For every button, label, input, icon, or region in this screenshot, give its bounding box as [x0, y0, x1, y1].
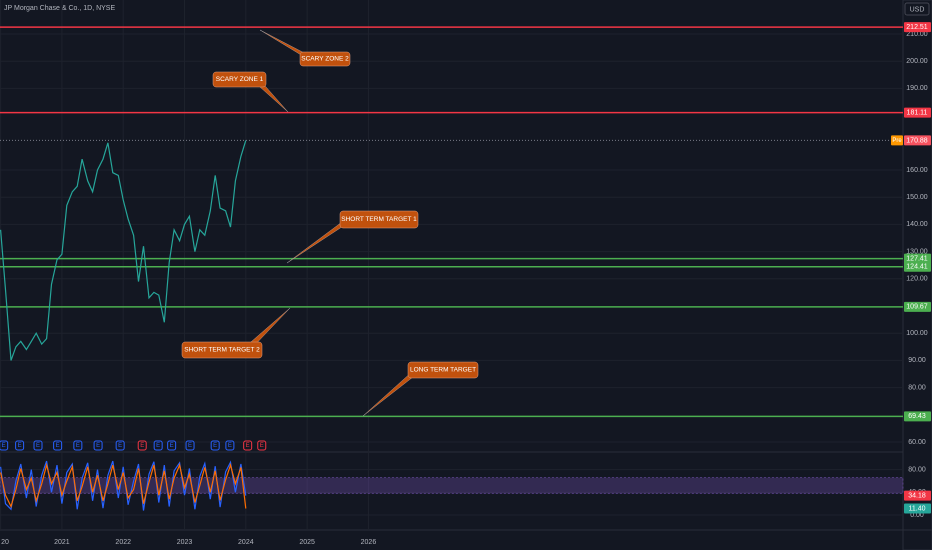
y-tick-label: 200.00: [906, 58, 928, 65]
callout-box: [212, 71, 267, 88]
earnings-label: E: [56, 443, 60, 449]
level-tag-label: 127.41: [906, 255, 928, 262]
price-axis-panel: [902, 0, 932, 550]
y-tick-label: 150.00: [906, 194, 928, 201]
earnings-label: E: [246, 443, 250, 449]
earnings-marker: [33, 440, 43, 451]
y-tick-label: 60.00: [908, 439, 926, 446]
y-tick-label: 210.00: [906, 31, 928, 38]
x-tick-label: 2025: [299, 539, 315, 546]
y-tick-label: 190.00: [906, 85, 928, 92]
currency[interactable]: USD: [910, 6, 925, 13]
earnings-label: E: [36, 443, 40, 449]
currency-box[interactable]: [904, 2, 930, 16]
earnings-label: E: [118, 443, 122, 449]
level-tag: [904, 261, 931, 272]
symbol-title: JP Morgan Chase & Co., 1D, NYSE: [4, 5, 115, 12]
earnings-label: E: [260, 443, 264, 449]
level-tag: [904, 253, 931, 264]
value-tag-label: 34.18: [908, 492, 926, 499]
series-line: [0, 462, 247, 509]
earnings-label: E: [96, 443, 100, 449]
value-tag: [904, 503, 931, 514]
earnings-marker: [93, 440, 103, 451]
x-tick-label: 2023: [177, 539, 193, 546]
y-tick-label: 140.00: [906, 221, 928, 228]
earnings-marker: [225, 440, 235, 451]
earnings-marker: [185, 440, 195, 451]
level-tag-label: 212.51: [906, 24, 928, 31]
earnings-marker: [0, 440, 9, 451]
value-tag-label: 11.40: [909, 505, 926, 512]
callout-text: SHORT TERM TARGET 2: [184, 347, 260, 354]
callout-text: SCARY ZONE 1: [216, 76, 264, 83]
x-tick-label: 20: [1, 539, 9, 546]
level-tag: [904, 107, 931, 118]
earnings-label: E: [188, 443, 192, 449]
level-tag-label: 69.43: [908, 413, 926, 420]
x-tick-label: 2026: [361, 539, 377, 546]
series-line: [0, 140, 247, 361]
level-tag: [904, 22, 931, 33]
y-tick-label: 100.00: [906, 330, 928, 337]
x-tick-label: 2021: [54, 539, 70, 546]
value-tag: [904, 490, 931, 501]
earnings-label: E: [228, 443, 232, 449]
earnings-marker: [73, 440, 83, 451]
earnings-marker: [15, 440, 25, 451]
earnings-label: E: [170, 443, 174, 449]
x-tick-label: 2022: [115, 539, 131, 546]
pre-tag-label: Pre: [892, 138, 902, 144]
y-tick-label: 90.00: [908, 357, 926, 364]
callout-text: LONG TERM TARGET: [410, 367, 476, 374]
earnings-label: E: [18, 443, 22, 449]
callout-text: SCARY ZONE 2: [301, 56, 349, 63]
earnings-marker: [243, 440, 253, 451]
y-tick-label: 160.00: [906, 167, 928, 174]
y-tick-label: 0.00: [910, 512, 924, 519]
earnings-marker: [137, 440, 147, 451]
y-tick-label: 80.00: [908, 466, 926, 473]
earnings-marker: [257, 440, 267, 451]
earnings-marker: [115, 440, 125, 451]
y-tick-label: 130.00: [906, 248, 928, 255]
level-tag: [904, 411, 931, 422]
level-tag-label: 181.11: [907, 109, 928, 116]
last-price-tag: [904, 135, 931, 146]
level-tag: [904, 301, 931, 312]
level-tag-label: 124.41: [906, 264, 928, 271]
callout-text: SHORT TERM TARGET 1: [341, 216, 417, 223]
earnings-label: E: [140, 443, 144, 449]
earnings-label: E: [76, 443, 80, 449]
earnings-marker: [210, 440, 220, 451]
callout-box: [339, 210, 419, 229]
earnings-label: E: [156, 443, 160, 449]
y-tick-label: 80.00: [908, 384, 926, 391]
earnings-marker: [53, 440, 63, 451]
pre-tag: [891, 135, 903, 146]
y-tick-label: 120.00: [906, 276, 928, 283]
callout-box: [299, 51, 351, 67]
earnings-marker: [153, 440, 163, 451]
series-line: [0, 460, 247, 511]
last-price-label: 170.88: [906, 137, 928, 144]
level-tag-label: 109.67: [906, 304, 928, 311]
x-tick-label: 2024: [238, 539, 254, 546]
earnings-label: E: [2, 443, 6, 449]
earnings-marker: [167, 440, 177, 451]
earnings-label: E: [213, 443, 217, 449]
callout-box: [181, 341, 263, 359]
callout-box: [407, 361, 479, 379]
